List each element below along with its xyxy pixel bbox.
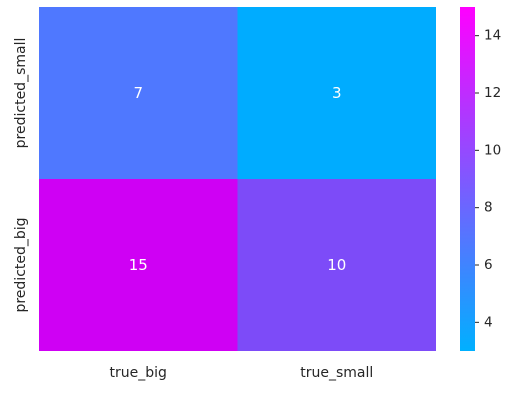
cell-value-labels: 7 3 15 10 [129, 84, 347, 274]
colorbar [460, 7, 475, 351]
y-axis-tick-labels: predicted_small predicted_big [13, 38, 29, 313]
heatmap-cell [39, 7, 238, 179]
heatmap-cell [39, 179, 238, 351]
colorbar-tick-label: 8 [484, 200, 493, 216]
heatmap-cells [39, 7, 436, 351]
cell-value-label: 15 [129, 256, 148, 274]
x-tick-label: true_small [300, 365, 373, 381]
colorbar-tick-label: 14 [484, 28, 501, 44]
heatmap-cell [237, 179, 436, 351]
heatmap-cell [237, 7, 436, 179]
x-axis-tick-labels: true_big true_small [110, 365, 374, 381]
cell-value-label: 3 [332, 84, 342, 102]
colorbar-tick-labels: 4 6 8 10 12 14 [475, 28, 501, 330]
cell-value-label: 7 [133, 84, 143, 102]
colorbar-tick-label: 6 [484, 257, 493, 273]
colorbar-tick-label: 4 [484, 314, 493, 330]
colorbar-tick-label: 12 [484, 85, 501, 101]
colorbar-tick-label: 10 [484, 142, 501, 158]
cell-value-label: 10 [327, 256, 346, 274]
y-tick-label: predicted_big [13, 217, 29, 312]
y-tick-label: predicted_small [13, 38, 29, 149]
x-tick-label: true_big [110, 365, 167, 381]
